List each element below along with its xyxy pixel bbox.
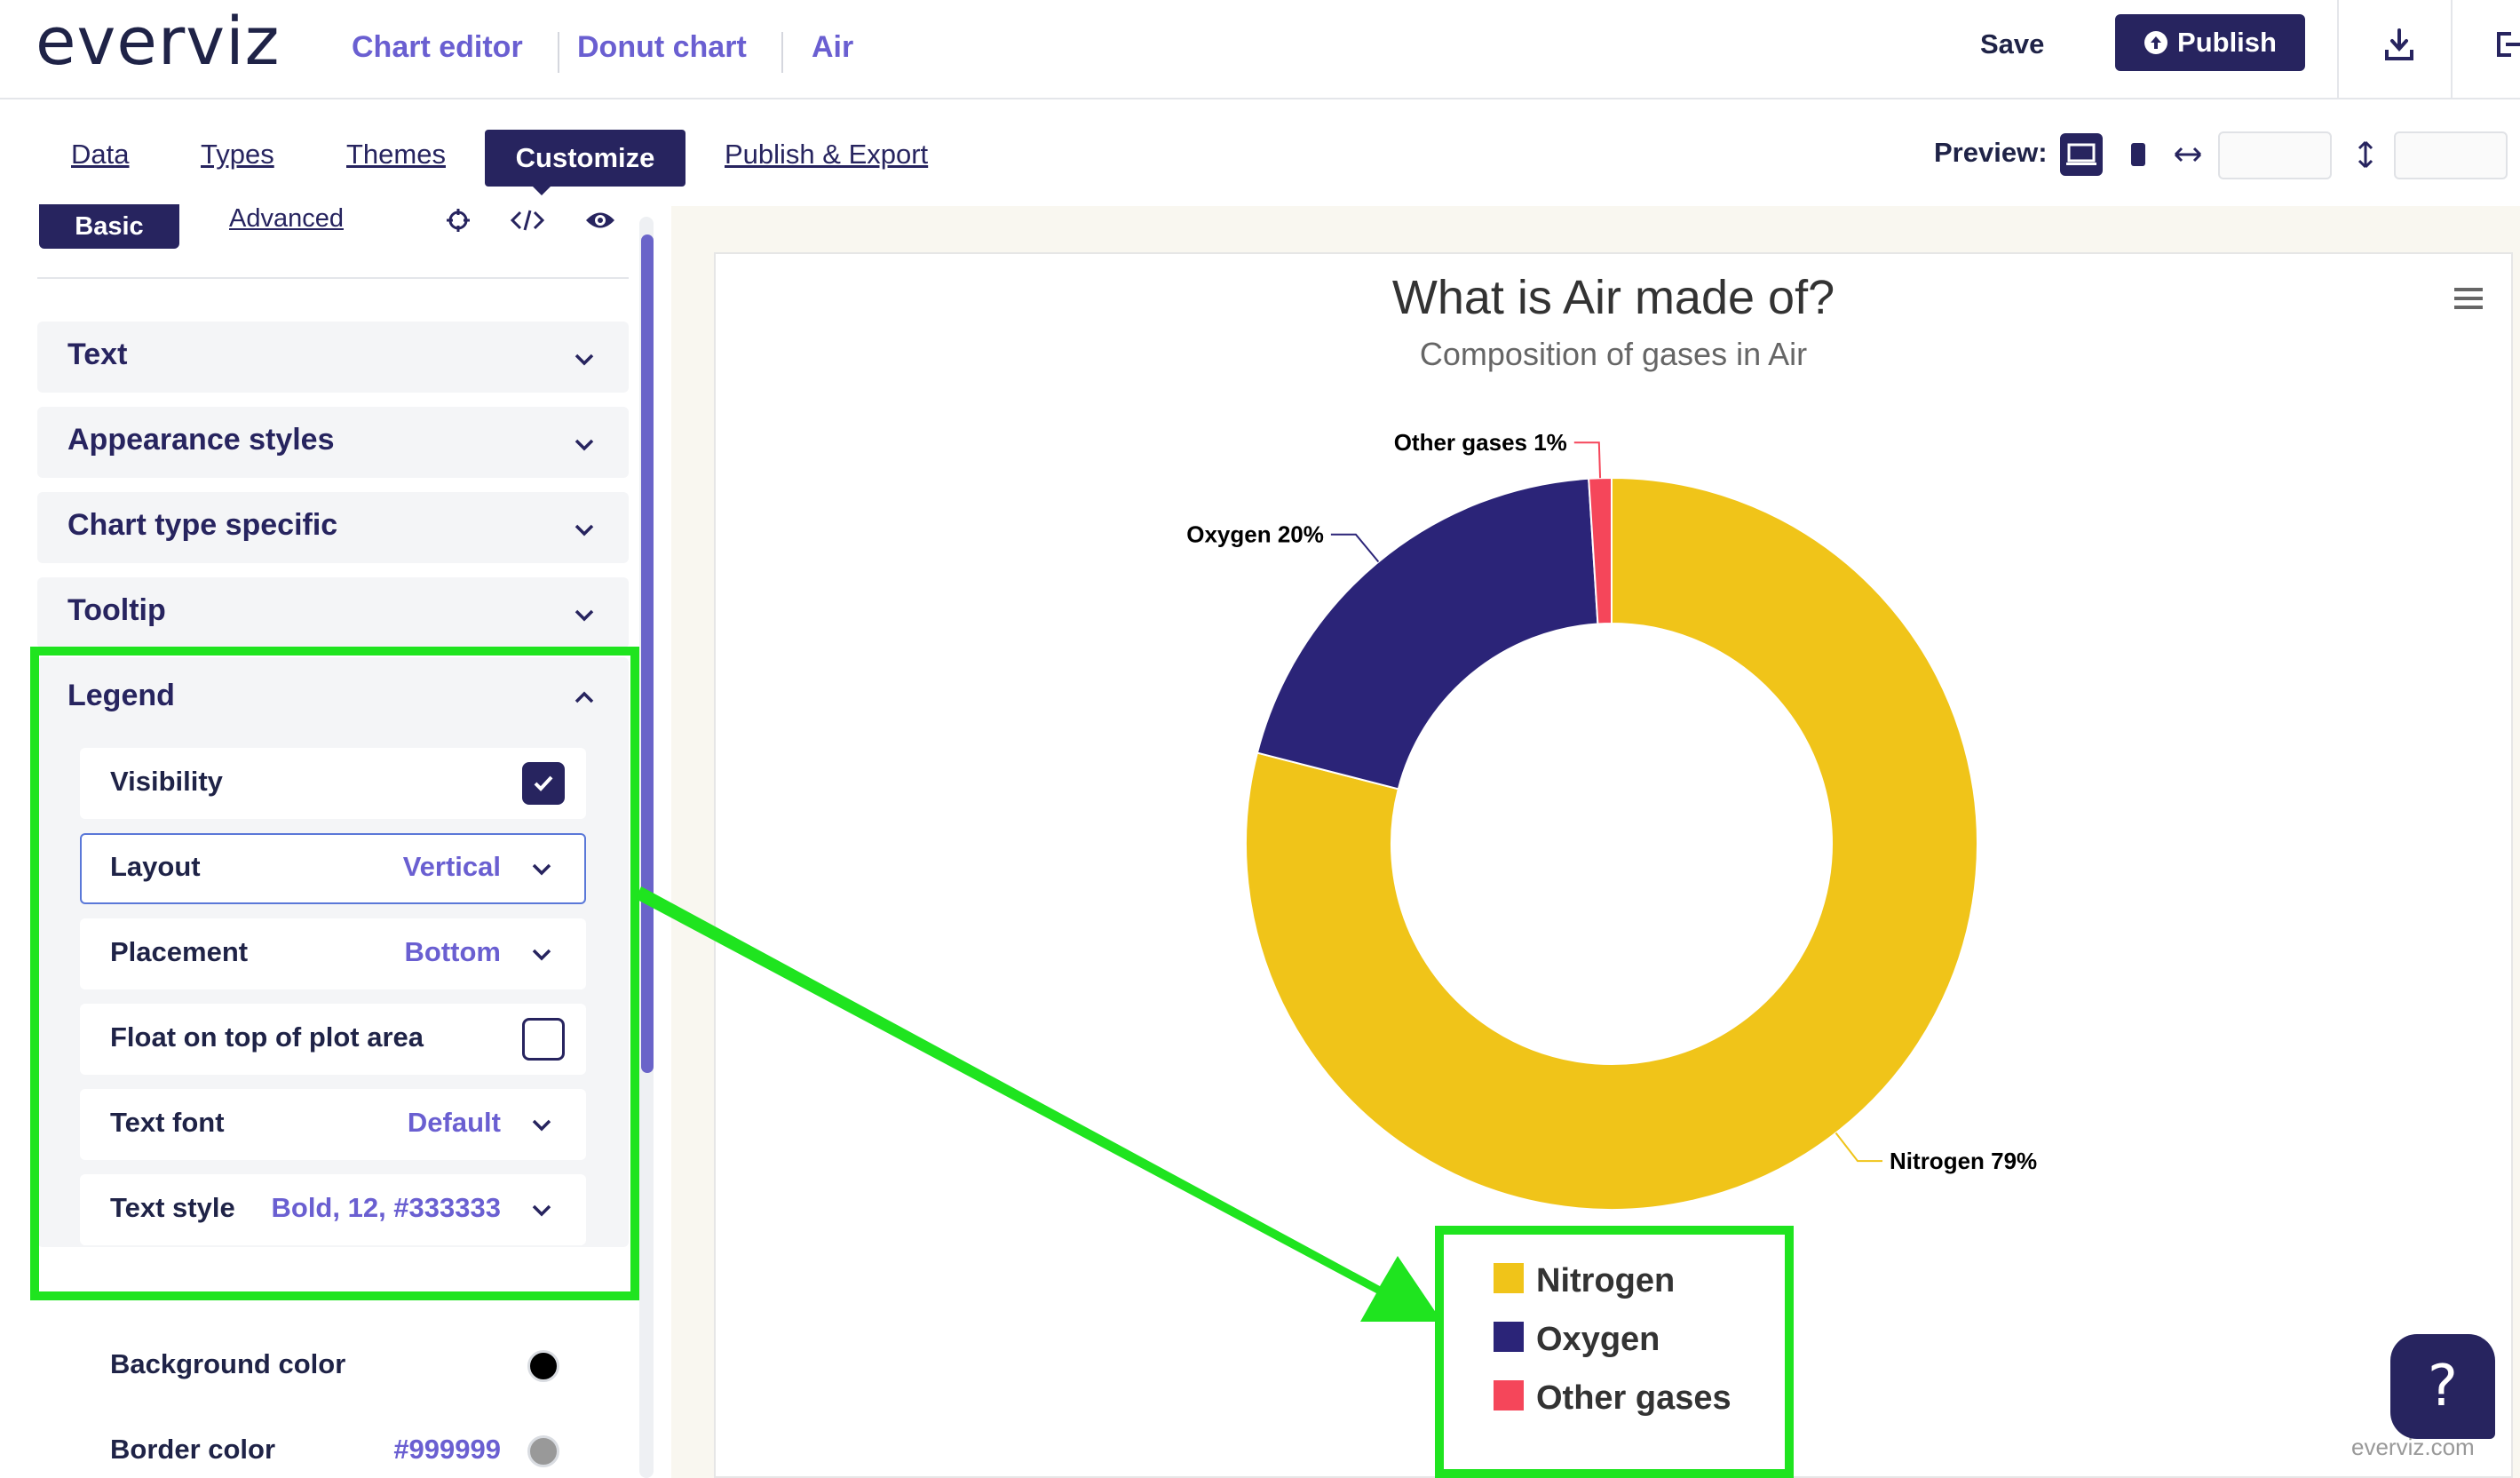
legend-item[interactable]: Other gases (1536, 1379, 1732, 1417)
section-tooltip-label: Tooltip (67, 593, 166, 627)
eye-icon[interactable] (582, 203, 618, 238)
breadcrumb-chart-type[interactable]: Donut chart (577, 30, 747, 64)
breadcrumb-separator (781, 32, 783, 73)
header-divider (2337, 0, 2339, 99)
chevron-up-icon[interactable] (572, 686, 597, 711)
legend-text-style-select[interactable] (80, 1174, 586, 1245)
logout-icon[interactable] (2493, 25, 2520, 64)
chevron-down-icon (575, 354, 594, 366)
legend-text-style-label: Text style (110, 1192, 235, 1223)
crosshair-icon[interactable] (440, 203, 476, 238)
background-color-row[interactable] (80, 1331, 586, 1402)
chart-title: What is Air made of? (1391, 271, 1835, 324)
legend-swatch (1494, 1263, 1524, 1293)
section-appearance-styles[interactable] (37, 407, 629, 478)
everviz-logo[interactable]: everviz (36, 4, 281, 80)
panel-scrollbar-thumb[interactable] (641, 234, 654, 1073)
tab-themes[interactable]: Themes (346, 139, 446, 170)
preview-height-input[interactable] (2394, 131, 2508, 179)
section-appearance-label: Appearance styles (67, 423, 335, 457)
chevron-down-icon (532, 1119, 551, 1132)
legend-layout-value: Vertical (402, 851, 501, 882)
chevron-down-icon (575, 524, 594, 536)
donut-slice-oxygen[interactable] (1256, 477, 1599, 791)
tab-types[interactable]: Types (201, 139, 274, 170)
breadcrumb-project[interactable]: Air (812, 30, 854, 64)
section-text-label: Text (67, 338, 128, 371)
download-icon[interactable] (2380, 25, 2419, 64)
check-icon (534, 775, 553, 791)
legend-text-font-select[interactable] (80, 1089, 586, 1160)
desktop-preview-icon[interactable] (2060, 133, 2103, 176)
legend-item[interactable]: Nitrogen (1536, 1262, 1675, 1299)
save-button[interactable]: Save (1980, 28, 2045, 60)
header-divider (2451, 0, 2453, 99)
tab-publish-export[interactable]: Publish & Export (725, 139, 929, 170)
legend-float-row (80, 1004, 586, 1075)
chevron-down-icon (575, 609, 594, 622)
chevron-down-icon (532, 949, 551, 961)
mobile-preview-icon[interactable] (2117, 133, 2159, 176)
border-color-label: Border color (110, 1434, 276, 1465)
data-label-connector (1835, 1132, 1883, 1163)
legend-layout-select[interactable] (80, 833, 586, 904)
legend-visibility-row (80, 748, 586, 819)
section-tooltip[interactable] (37, 577, 629, 648)
chevron-down-icon (532, 863, 551, 876)
chevron-down-icon (575, 439, 594, 451)
border-color-swatch[interactable] (527, 1435, 559, 1467)
basic-mode-button[interactable]: Basic (39, 204, 179, 249)
hamburger-menu-icon[interactable] (2453, 284, 2484, 313)
legend-swatch (1494, 1380, 1524, 1410)
highlight-legend-settings (30, 647, 639, 1300)
legend-text-font-value: Default (407, 1107, 501, 1138)
legend-swatch (1494, 1322, 1524, 1352)
height-resize-icon[interactable] (2344, 133, 2387, 176)
active-tab-pointer (529, 183, 554, 195)
upload-circle-icon (2144, 31, 2168, 54)
data-label-connector (1573, 441, 1602, 479)
width-resize-icon[interactable] (2167, 133, 2209, 176)
highlight-chart-legend (1435, 1226, 1794, 1478)
legend-placement-label: Placement (110, 936, 249, 967)
data-label-connector (1330, 533, 1380, 563)
tab-customize[interactable]: Customize (485, 130, 685, 187)
section-chart-type-specific[interactable] (37, 492, 629, 563)
legend-placement-value: Bottom (404, 936, 501, 967)
chart-subtitle: Composition of gases in Air (1419, 336, 1808, 372)
legend-float-checkbox[interactable] (522, 1018, 565, 1061)
background-color-swatch[interactable] (527, 1350, 559, 1382)
legend-text-font-label: Text font (110, 1107, 225, 1138)
advanced-mode-link[interactable]: Advanced (229, 204, 344, 233)
publish-label: Publish (2177, 27, 2277, 58)
data-label: Other gases 1% (1394, 429, 1567, 456)
breadcrumb-chart-editor[interactable]: Chart editor (352, 30, 523, 64)
code-icon[interactable] (510, 203, 545, 238)
legend-visibility-checkbox[interactable] (522, 762, 565, 805)
legend-layout-label: Layout (110, 851, 201, 882)
border-color-row[interactable] (80, 1416, 586, 1478)
donut-slice-other-gases[interactable] (1588, 476, 1613, 625)
section-text[interactable] (37, 322, 629, 393)
data-label: Oxygen 20% (1186, 521, 1324, 548)
legend-text-style-value: Bold, 12, #333333 (271, 1192, 502, 1223)
chevron-down-icon (532, 1204, 551, 1217)
help-button[interactable]: ? (2390, 1334, 2495, 1439)
background-color-label: Background color (110, 1348, 346, 1379)
publish-button[interactable]: Publish (2115, 14, 2305, 71)
panel-divider (37, 277, 629, 279)
top-header (0, 0, 2520, 99)
legend-float-label: Float on top of plot area (110, 1021, 424, 1053)
section-legend-label[interactable]: Legend (67, 679, 175, 712)
data-label: Nitrogen 79% (1890, 1148, 2037, 1174)
legend-item[interactable]: Oxygen (1536, 1321, 1660, 1358)
preview-width-input[interactable] (2218, 131, 2332, 179)
legend-placement-select[interactable] (80, 918, 586, 989)
section-chart-type-label: Chart type specific (67, 508, 338, 542)
preview-label: Preview: (1934, 137, 2048, 168)
legend-visibility-label: Visibility (110, 766, 223, 797)
breadcrumb-separator (558, 32, 559, 73)
border-color-value: #999999 (393, 1434, 501, 1465)
tab-data[interactable]: Data (71, 139, 130, 170)
